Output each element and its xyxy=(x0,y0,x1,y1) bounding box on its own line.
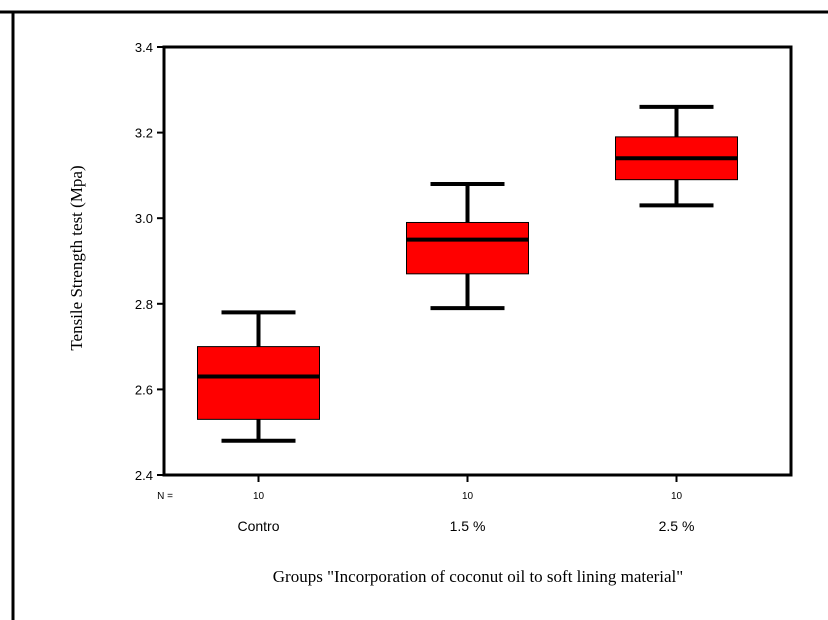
n-value: 10 xyxy=(462,491,474,502)
n-value: 10 xyxy=(671,491,683,502)
y-axis-title: Tensile Strength test (Mpa) xyxy=(67,165,86,350)
box-series xyxy=(197,104,738,443)
y-tick-label: 3.2 xyxy=(135,126,153,141)
y-tick-label: 3.4 xyxy=(135,40,153,55)
x-axis-ticks xyxy=(257,475,678,482)
box-iqr xyxy=(406,221,529,275)
x-axis-title: Groups "Incorporation of coconut oil to … xyxy=(273,567,683,586)
y-tick-label: 2.6 xyxy=(135,382,153,397)
n-label: N = xyxy=(157,491,173,502)
x-axis-labels: 10 Contro 10 1.5 % 10 2.5 % xyxy=(237,491,694,534)
category-label: Contro xyxy=(237,518,279,534)
y-axis-ticks: 2.4 2.6 2.8 3.0 3.2 3.4 xyxy=(135,40,164,483)
plot-area xyxy=(162,45,793,477)
n-value: 10 xyxy=(253,491,265,502)
category-label: 1.5 % xyxy=(450,518,486,534)
category-label: 2.5 % xyxy=(659,518,695,534)
y-tick-label: 2.8 xyxy=(135,297,153,312)
box-iqr xyxy=(197,346,320,420)
y-tick-label: 2.4 xyxy=(135,468,153,483)
y-tick-label: 3.0 xyxy=(135,211,153,226)
